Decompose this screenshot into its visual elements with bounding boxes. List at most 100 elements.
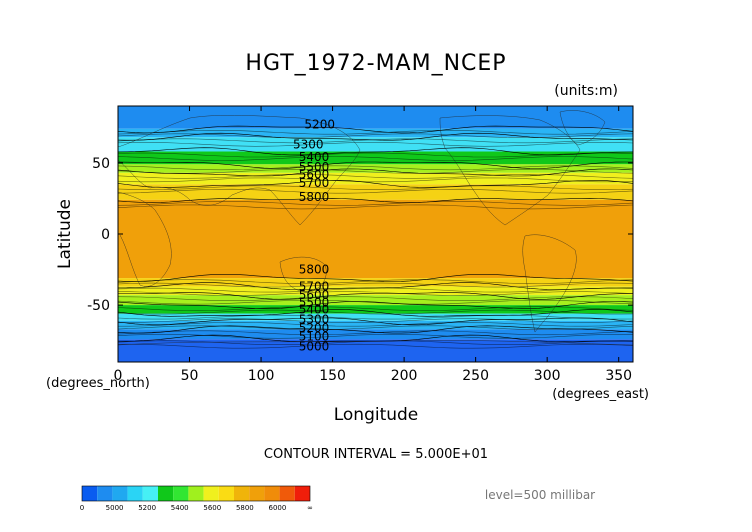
contour-line-minor	[118, 309, 633, 315]
contour-line-minor	[118, 185, 633, 190]
band-2	[118, 137, 633, 152]
contour-line-1	[118, 125, 633, 134]
colorbar-swatch-0	[82, 486, 98, 501]
contour-line-minor	[118, 314, 633, 320]
contour-lines	[118, 125, 633, 349]
y-axis-label: Latitude	[55, 199, 75, 269]
contour-label-15: 5000	[299, 339, 330, 353]
units-label: (units:m)	[554, 83, 618, 99]
band-7	[118, 199, 633, 279]
contour-line-10	[118, 292, 633, 300]
contour-label-7: 5800	[299, 263, 330, 277]
band-4	[118, 164, 633, 173]
colorbar	[81, 485, 311, 502]
coastline-south-america	[522, 234, 577, 333]
contour-label-12: 5300	[299, 312, 330, 326]
contour-label-2: 5400	[299, 150, 330, 164]
contour-label-8: 5700	[299, 280, 330, 294]
contour-label-11: 5400	[299, 302, 330, 316]
contour-label-9: 5600	[299, 288, 330, 302]
contour-label-14: 5100	[299, 329, 330, 343]
contour-label-13: 5200	[299, 321, 330, 335]
colorbar-swatch-5	[158, 486, 174, 501]
band-8	[118, 278, 633, 287]
contour-line-minor	[118, 152, 633, 158]
contour-line-minor	[118, 287, 633, 293]
coastline-antarctica	[118, 340, 633, 346]
contour-line-minor	[118, 177, 633, 183]
colorbar-label-1: 5000	[106, 504, 124, 512]
contour-line-minor	[118, 279, 633, 284]
band-10	[118, 295, 633, 306]
contour-line-minor	[118, 133, 633, 138]
contour-line-minor	[118, 340, 633, 345]
colorbar-swatch-6	[173, 486, 189, 501]
contour-label-6: 5800	[299, 190, 330, 204]
y-tick-label-1: 0	[101, 227, 110, 243]
contour-line-minor	[118, 296, 633, 302]
coastline-africa	[118, 191, 172, 287]
contour-line-7	[118, 197, 633, 203]
x-tick-label-3: 150	[319, 368, 346, 384]
contour-label-10: 5500	[299, 295, 330, 309]
contour-label-4: 5600	[299, 167, 330, 181]
contour-line-minor	[118, 282, 633, 288]
contour-labels: 5200530054005500560057005800580057005600…	[293, 117, 335, 353]
contour-line-minor	[118, 325, 633, 330]
contour-line-minor	[118, 330, 633, 336]
colorbar-swatch-12	[264, 486, 280, 501]
coastline-north-america	[439, 115, 581, 226]
contour-line-minor	[118, 204, 633, 210]
x-axis-label: Longitude	[334, 405, 419, 425]
axis-tick-labels: 0 50 100 150 200 250 300 350 50 0 -50	[87, 156, 632, 384]
coastline-australia	[279, 256, 327, 293]
coastline	[118, 110, 633, 346]
coastline-eurasia	[118, 115, 361, 226]
contour-line-minor	[118, 168, 633, 174]
level-text: level=500 millibar	[485, 488, 595, 502]
contour-line-minor	[118, 142, 633, 147]
colorbar-label-4: 5600	[203, 504, 221, 512]
band-13	[118, 320, 633, 330]
colorbar-label-0: 0	[80, 504, 84, 512]
contour-line-6	[118, 180, 633, 188]
contour-interval-text: CONTOUR INTERVAL = 5.000E+01	[264, 447, 488, 462]
contour-line-minor	[118, 343, 633, 349]
contour-line-minor	[118, 306, 633, 311]
contour-line-minor	[118, 322, 633, 327]
contour-line-minor	[118, 156, 633, 161]
contour-line-4	[118, 161, 633, 169]
band-12	[118, 313, 633, 321]
contour-line-minor	[118, 188, 633, 194]
chart-title: HGT_1972-MAM_NCEP	[245, 51, 506, 76]
contour-label-0: 5200	[304, 117, 335, 131]
y-unit-label: (degrees_north)	[46, 376, 150, 391]
band-6	[118, 184, 633, 200]
colorbar-swatch-10	[234, 486, 250, 501]
colorbar-swatch-3	[127, 486, 143, 501]
x-tick-label-1: 50	[181, 368, 199, 384]
contour-line-minor	[118, 165, 633, 171]
x-unit-label: (degrees_east)	[552, 387, 649, 402]
colorbar-swatch-7	[188, 486, 204, 501]
contour-line-minor	[118, 138, 633, 144]
x-tick-label-4: 200	[391, 368, 418, 384]
contour-line-minor	[118, 130, 633, 135]
contour-line-minor	[118, 201, 633, 206]
contour-line-minor	[118, 173, 633, 179]
x-tick-label-6: 300	[534, 368, 561, 384]
band-11	[118, 305, 633, 314]
band-0	[118, 106, 633, 129]
colorbar-labels: 0 5000 5200 5400 5600 5800 6000 ∞	[80, 504, 313, 512]
colorbar-swatch-14	[294, 486, 310, 501]
coastline-greenland	[559, 110, 606, 146]
colorbar-label-6: 6000	[269, 504, 287, 512]
colorbar-label-3: 5400	[171, 504, 189, 512]
y-tick-label-0: 50	[92, 156, 110, 172]
band-3	[118, 151, 633, 165]
colorbar-frame	[81, 485, 311, 502]
colorbar-swatch-13	[279, 486, 295, 501]
colorbar-swatch-1	[97, 486, 113, 501]
contour-line-11	[118, 301, 633, 309]
plot-area: 5200530054005500560057005800580057005600…	[118, 106, 633, 362]
